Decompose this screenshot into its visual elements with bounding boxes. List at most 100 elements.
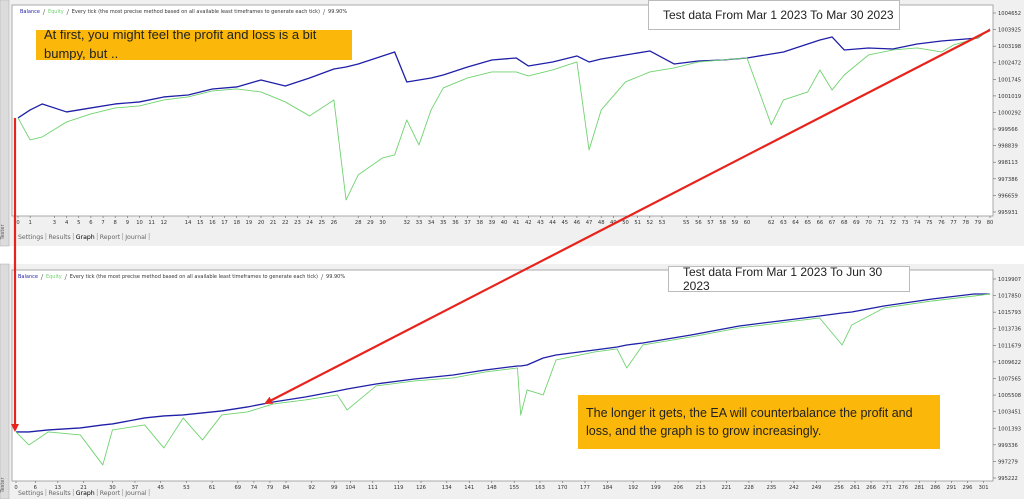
tab[interactable]: Settings <box>18 490 43 497</box>
x-tick-label: 37 <box>132 485 139 491</box>
x-tick-label: 148 <box>487 485 497 491</box>
x-tick-label: 92 <box>308 485 315 491</box>
x-tick-label: 55 <box>683 220 690 226</box>
x-tick-label: 41 <box>513 220 520 226</box>
y-tick-label: 1001019 <box>998 94 1021 100</box>
tab[interactable]: Graph <box>76 490 95 497</box>
x-tick-label: 99 <box>331 485 338 491</box>
x-tick-label: 70 <box>865 220 872 226</box>
x-tick-label: 184 <box>603 485 614 491</box>
x-tick-label: 46 <box>574 220 581 226</box>
x-tick-label: 50 <box>622 220 629 226</box>
x-tick-label: 163 <box>535 485 545 491</box>
x-tick-label: 155 <box>509 485 519 491</box>
tab[interactable]: Settings <box>18 234 43 241</box>
header-quality: 99.90% <box>326 274 345 280</box>
x-tick-label: 10 <box>136 220 143 226</box>
header-separator <box>66 8 70 16</box>
x-tick-label: 76 <box>938 220 945 226</box>
x-tick-label: 56 <box>695 220 702 226</box>
x-tick-label: 221 <box>721 485 731 491</box>
x-tick-label: 11 <box>148 220 155 226</box>
legend-entry: Equity <box>46 274 62 280</box>
x-tick-label: 57 <box>707 220 714 226</box>
x-tick-label: 26 <box>331 220 338 226</box>
y-tick-label: 999566 <box>998 127 1018 133</box>
x-tick-label: 33 <box>416 220 423 226</box>
y-tick-label: 1002472 <box>998 61 1021 67</box>
tab[interactable]: Journal <box>124 490 147 497</box>
x-tick-label: 0 <box>16 220 19 226</box>
tab[interactable]: Journal <box>124 234 147 241</box>
tab[interactable]: Report <box>100 490 121 497</box>
y-tick-label: 1019907 <box>998 277 1021 283</box>
x-tick-label: 119 <box>394 485 404 491</box>
x-tick-label: 14 <box>185 220 192 226</box>
y-tick-label: 995931 <box>998 210 1018 216</box>
arrow <box>264 29 991 404</box>
x-tick-label: 69 <box>853 220 860 226</box>
x-tick-label: 111 <box>368 485 378 491</box>
x-tick-label: 22 <box>282 220 289 226</box>
y-tick-label: 1001393 <box>998 426 1021 432</box>
x-tick-label: 74 <box>251 485 258 491</box>
x-tick-label: 74 <box>914 220 921 226</box>
x-tick-label: 45 <box>561 220 568 226</box>
x-tick-label: 5 <box>77 220 80 226</box>
x-tick-label: 48 <box>598 220 605 226</box>
x-tick-label: 65 <box>804 220 811 226</box>
x-tick-label: 21 <box>270 220 277 226</box>
x-tick-label: 28 <box>355 220 362 226</box>
plot-frame <box>11 269 994 482</box>
x-tick-label: 42 <box>525 220 532 226</box>
period-note: Test data From Mar 1 2023 To Jun 30 2023 <box>668 266 910 292</box>
legend-entry: Equity <box>48 9 64 15</box>
x-tick-label: 4 <box>65 220 69 226</box>
tab[interactable]: Report <box>100 234 121 241</box>
x-tick-label: 213 <box>696 485 706 491</box>
period-note-box: Test data From Mar 1 2023 To Mar 30 2023 <box>648 0 900 30</box>
x-tick-label: 104 <box>345 485 356 491</box>
x-tick-label: 286 <box>930 485 940 491</box>
x-tick-label: 21 <box>80 485 87 491</box>
y-tick-label: 1015793 <box>998 310 1021 316</box>
x-tick-label: 75 <box>926 220 933 226</box>
y-tick-label: 1003451 <box>998 410 1021 416</box>
window-label: Tester <box>0 477 6 494</box>
header-separator <box>42 8 46 16</box>
x-tick-label: 30 <box>379 220 386 226</box>
series-line <box>17 28 991 119</box>
x-tick-label: 17 <box>221 220 228 226</box>
x-tick-label: 18 <box>233 220 240 226</box>
x-tick-label: 71 <box>877 220 884 226</box>
x-tick-label: 72 <box>889 220 896 226</box>
y-tick-label: 1003198 <box>998 44 1021 50</box>
x-tick-label: 3 <box>53 220 56 226</box>
tab[interactable]: Graph <box>76 234 95 241</box>
annotation-box: At first, you might feel the profit and … <box>36 30 352 60</box>
x-tick-label: 15 <box>197 220 204 226</box>
annotation-box: The longer it gets, the EA will counterb… <box>578 395 940 449</box>
x-tick-label: 19 <box>246 220 253 226</box>
x-tick-label: 281 <box>914 485 924 491</box>
x-tick-label: 44 <box>549 220 556 226</box>
x-tick-label: 84 <box>283 485 290 491</box>
x-tick-label: 39 <box>489 220 496 226</box>
x-tick-label: 23 <box>294 220 301 226</box>
x-tick-label: 68 <box>841 220 848 226</box>
annotation: At first, you might feel the profit and … <box>36 30 352 60</box>
y-tick-label: 1004652 <box>998 11 1021 17</box>
x-tick-label: 29 <box>367 220 374 226</box>
x-tick-label: 35 <box>440 220 447 226</box>
x-tick-label: 69 <box>234 485 241 491</box>
tab[interactable]: Results <box>48 490 70 497</box>
x-tick-label: 206 <box>673 485 683 491</box>
tab[interactable]: Results <box>48 234 70 241</box>
x-tick-label: 177 <box>580 485 590 491</box>
x-tick-label: 51 <box>634 220 641 226</box>
x-tick-label: 199 <box>651 485 661 491</box>
side-strip <box>0 263 10 499</box>
x-tick-label: 53 <box>659 220 666 226</box>
x-tick-label: 62 <box>768 220 775 226</box>
